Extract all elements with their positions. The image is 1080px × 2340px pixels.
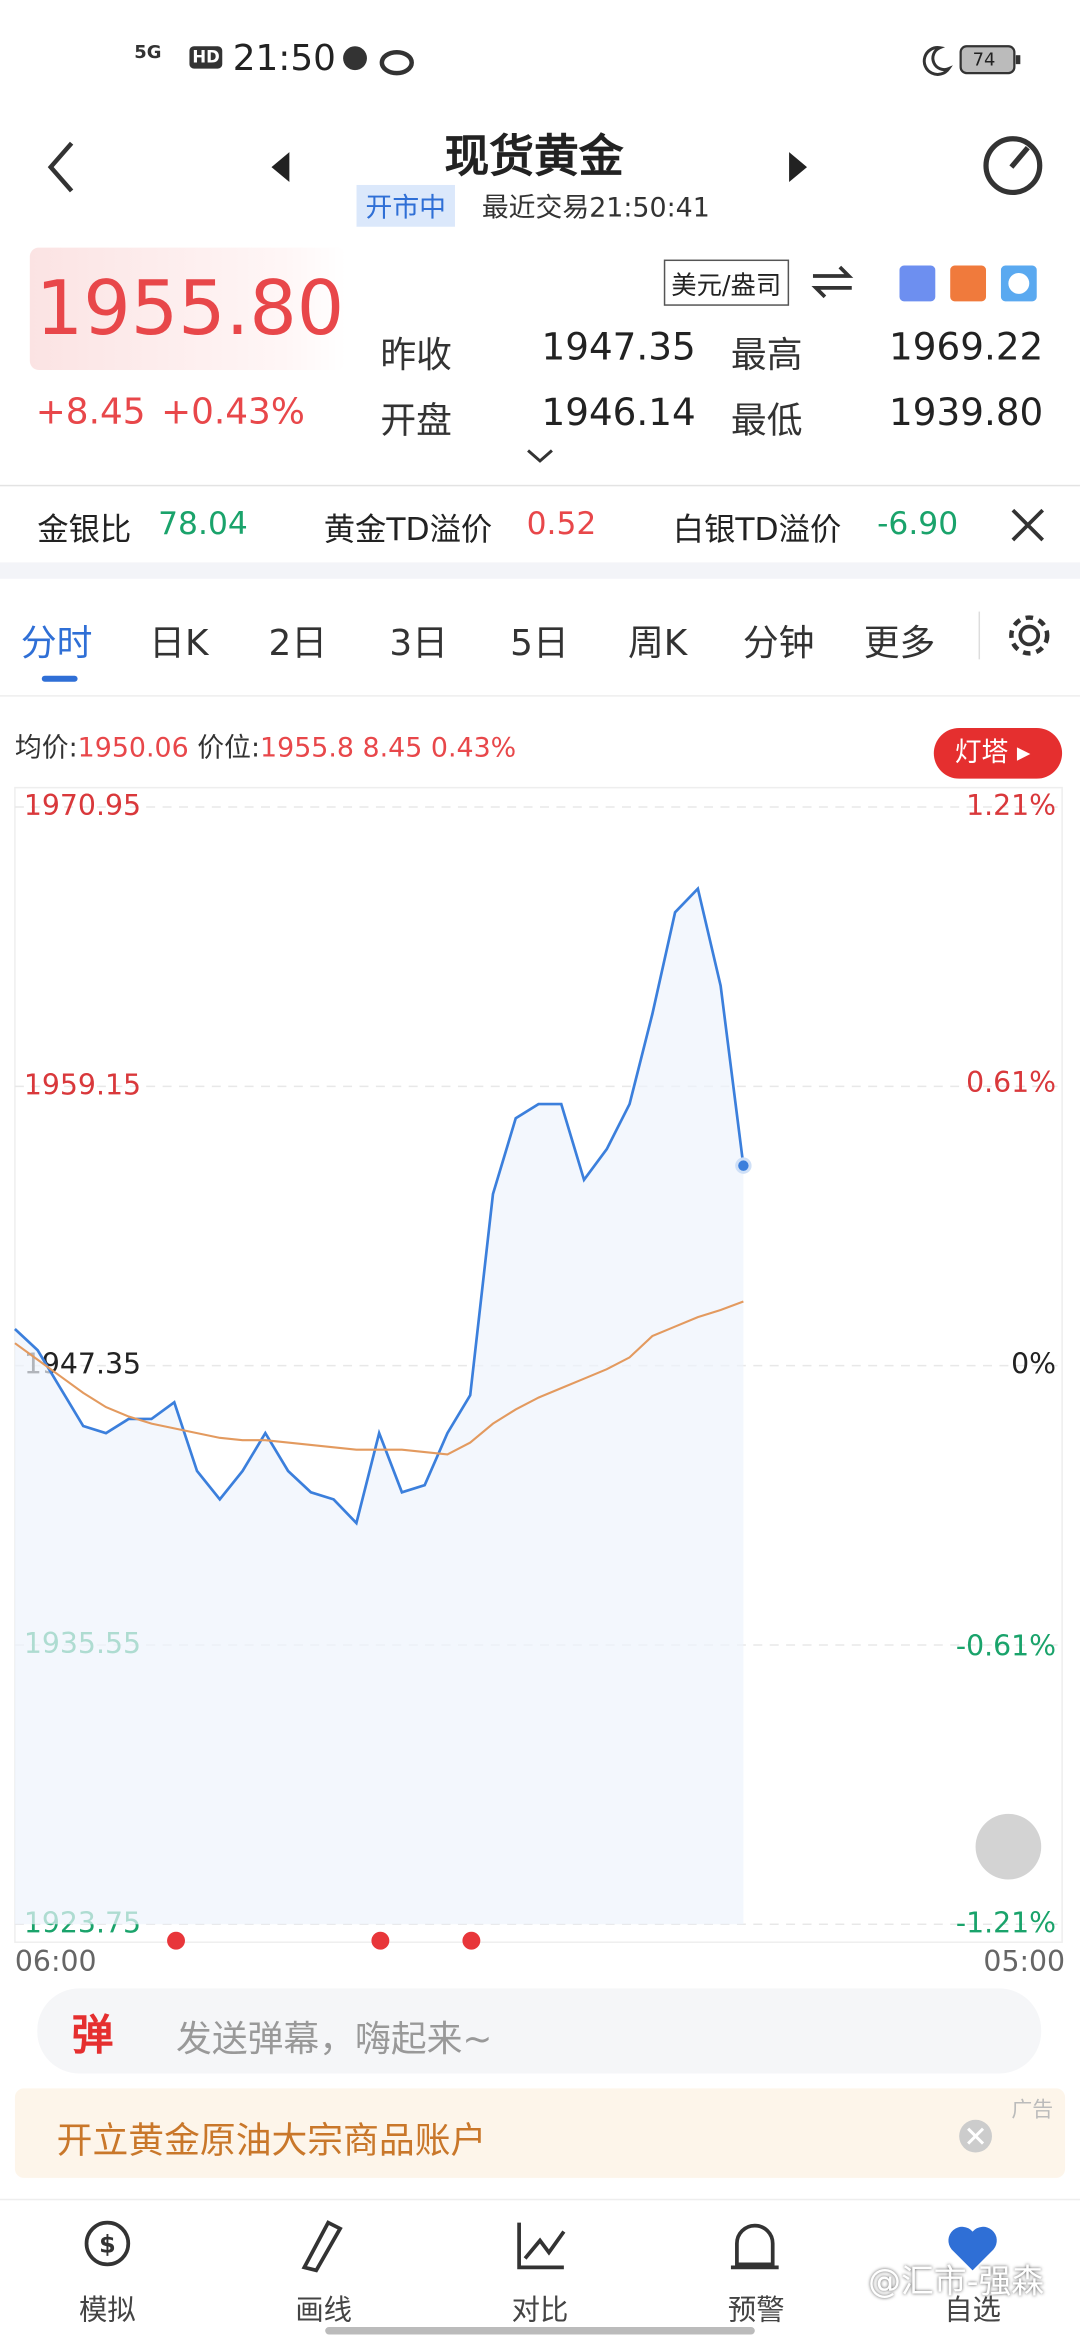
swap-icon[interactable] bbox=[810, 263, 855, 302]
y2-tick-label: 1.21% bbox=[966, 789, 1056, 822]
badge-text: 灯塔 bbox=[954, 736, 1009, 769]
watermark: @汇市-强森 bbox=[868, 2264, 1045, 2302]
ticker-label: 黄金TD溢价 bbox=[323, 511, 493, 548]
stat-label: 最低 bbox=[730, 399, 803, 442]
last-trade: 最近交易21:50:41 bbox=[481, 192, 710, 224]
lighthouse-badge[interactable]: 灯塔 ▸ bbox=[933, 727, 1063, 779]
unit[interactable]: 美元/盎司 bbox=[663, 259, 789, 306]
fullscreen-button bbox=[975, 1813, 1042, 1880]
y2-tick-label: 0.61% bbox=[966, 1066, 1056, 1099]
tab-separator bbox=[978, 611, 981, 660]
tool-icons[interactable] bbox=[899, 263, 1042, 305]
tab[interactable]: 周K bbox=[628, 622, 688, 664]
ticker-label: 金银比 bbox=[37, 511, 132, 548]
divider bbox=[0, 2198, 1080, 2201]
last-point bbox=[735, 1157, 752, 1174]
ad-text: 开立黄金原油大宗商品账户 bbox=[56, 2119, 487, 2162]
nav-item[interactable]: 对比 bbox=[511, 2294, 569, 2328]
svg-text:$: $ bbox=[99, 2230, 116, 2258]
nav-item[interactable]: 自选 bbox=[944, 2294, 1001, 2328]
refresh-button[interactable] bbox=[979, 131, 1048, 200]
avg-value: 1950.06 bbox=[77, 732, 189, 764]
stat-label: 开盘 bbox=[380, 399, 452, 442]
tab[interactable]: 2日 bbox=[268, 622, 328, 664]
ad-banner[interactable] bbox=[14, 2088, 1066, 2178]
divider bbox=[0, 695, 1080, 697]
chart-info: 均价:1950.06 价位:1955.8 8.45 0.43% bbox=[15, 726, 516, 765]
ticker-label: 白银TD溢价 bbox=[672, 511, 842, 548]
battery: 74 bbox=[972, 49, 996, 71]
y-tick-label: 1970.95 bbox=[24, 789, 141, 822]
event-dot bbox=[462, 1931, 481, 1950]
ticker-value: 78.04 bbox=[158, 505, 248, 542]
price-box bbox=[29, 247, 347, 370]
clock: 21:50 bbox=[232, 37, 336, 80]
info-change: 8.45 bbox=[362, 732, 423, 764]
price: 1955.80 bbox=[35, 265, 345, 353]
change-pct: +0.43% bbox=[161, 390, 305, 433]
settings-button[interactable] bbox=[1005, 612, 1053, 660]
danmaku-input[interactable] bbox=[37, 1988, 1042, 2074]
price-area bbox=[14, 888, 744, 1925]
y2-tick-label: -0.61% bbox=[956, 1629, 1056, 1662]
tab-indicator bbox=[41, 675, 78, 682]
ad-close[interactable] bbox=[958, 2118, 994, 2154]
signal: 5G bbox=[134, 41, 162, 63]
event-dot bbox=[371, 1931, 390, 1950]
nav-item[interactable]: 画线 bbox=[295, 2294, 353, 2328]
market-status: 开市中 bbox=[356, 184, 455, 227]
ad-tag: 广告 bbox=[1011, 2098, 1054, 2123]
tab[interactable]: 更多 bbox=[863, 622, 936, 664]
average-line bbox=[14, 1300, 744, 1456]
expand-icon[interactable] bbox=[525, 448, 555, 466]
price-value: 1955.8 bbox=[260, 732, 354, 764]
y-tick-label: 1959.15 bbox=[24, 1068, 141, 1101]
ticker-value: 0.52 bbox=[526, 505, 597, 542]
danmaku-icon: 弹 bbox=[71, 2010, 114, 2061]
nav-icons: $ bbox=[84, 2220, 997, 2273]
stat-value: 1946.14 bbox=[541, 390, 696, 435]
info-change-pct: 0.43% bbox=[430, 732, 517, 764]
y2-tick-label: -1.21% bbox=[956, 1906, 1056, 1939]
nav-item[interactable]: 模拟 bbox=[79, 2294, 136, 2328]
x-tick-label: 05:00 bbox=[983, 1945, 1065, 1978]
prev-button[interactable] bbox=[269, 149, 293, 185]
hd: HD bbox=[189, 46, 223, 69]
intraday-chart: 1923.751935.551947.351959.151970.95-1.21… bbox=[13, 786, 1065, 1978]
stat-label: 最高 bbox=[730, 334, 803, 376]
y2-tick-label: 0% bbox=[1011, 1348, 1056, 1381]
stat-value: 1939.80 bbox=[889, 390, 1044, 435]
tab[interactable]: 5日 bbox=[510, 622, 569, 664]
next-button[interactable] bbox=[786, 149, 810, 185]
status-right bbox=[922, 45, 1021, 76]
danmaku-placeholder: 发送弹幕，嗨起来~ bbox=[176, 2018, 493, 2061]
tab[interactable]: 分时 bbox=[20, 622, 93, 664]
change: +8.45 bbox=[35, 390, 146, 433]
tab[interactable]: 分钟 bbox=[742, 622, 815, 664]
stat-value: 1947.35 bbox=[541, 325, 696, 369]
event-dot bbox=[167, 1931, 185, 1950]
x-tick-label: 06:00 bbox=[15, 1945, 97, 1978]
home-indicator bbox=[325, 2327, 755, 2335]
price-label: 价位: bbox=[197, 732, 261, 764]
avg-label: 均价: bbox=[14, 732, 78, 764]
status-icons bbox=[343, 46, 414, 76]
page-title: 现货黄金 bbox=[444, 131, 624, 184]
back-button[interactable] bbox=[42, 137, 84, 197]
tab[interactable]: 3日 bbox=[389, 622, 448, 664]
close-ticker[interactable] bbox=[1010, 507, 1046, 543]
divider bbox=[0, 484, 1080, 487]
ticker-value: -6.90 bbox=[877, 505, 959, 542]
spacer bbox=[0, 562, 1080, 579]
nav-item[interactable]: 预警 bbox=[727, 2294, 785, 2328]
tab[interactable]: 日K bbox=[149, 622, 209, 664]
stat-label: 昨收 bbox=[380, 334, 452, 376]
stat-value: 1969.22 bbox=[889, 325, 1044, 369]
